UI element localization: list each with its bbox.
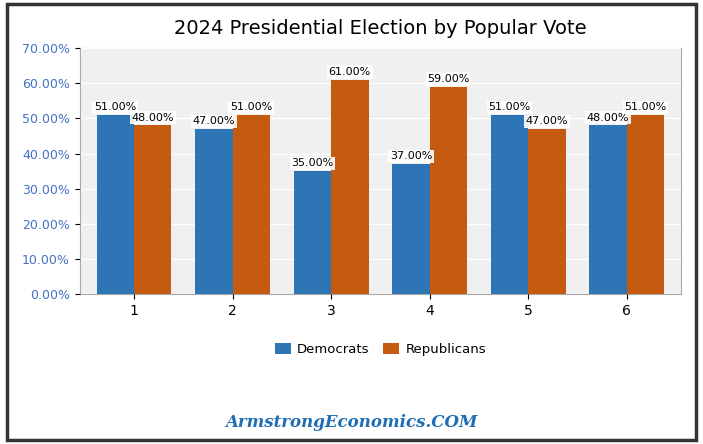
Bar <box>589 126 627 294</box>
Text: 48.00%: 48.00% <box>131 113 174 123</box>
Text: 47.00%: 47.00% <box>526 116 568 126</box>
Text: 61.00%: 61.00% <box>329 67 371 77</box>
Legend: Democrats, Republicans: Democrats, Republicans <box>269 337 491 361</box>
Bar <box>491 115 528 294</box>
Bar <box>233 115 270 294</box>
Text: 48.00%: 48.00% <box>587 113 629 123</box>
Bar <box>331 80 368 294</box>
Text: 47.00%: 47.00% <box>193 116 235 126</box>
Text: 59.00%: 59.00% <box>427 74 470 84</box>
Text: ArmstrongEconomics.COM: ArmstrongEconomics.COM <box>226 414 477 431</box>
Bar <box>134 126 172 294</box>
Text: 51.00%: 51.00% <box>94 102 136 112</box>
Text: 35.00%: 35.00% <box>291 159 333 168</box>
Bar <box>430 87 467 294</box>
Bar <box>392 164 430 294</box>
Bar <box>96 115 134 294</box>
Text: 51.00%: 51.00% <box>489 102 531 112</box>
Bar <box>195 129 233 294</box>
Bar <box>627 115 664 294</box>
Text: 37.00%: 37.00% <box>389 151 432 161</box>
Text: 51.00%: 51.00% <box>624 102 666 112</box>
Text: 51.00%: 51.00% <box>230 102 272 112</box>
Title: 2024 Presidential Election by Popular Vote: 2024 Presidential Election by Popular Vo… <box>174 20 587 39</box>
Bar <box>528 129 566 294</box>
Bar <box>294 171 331 294</box>
